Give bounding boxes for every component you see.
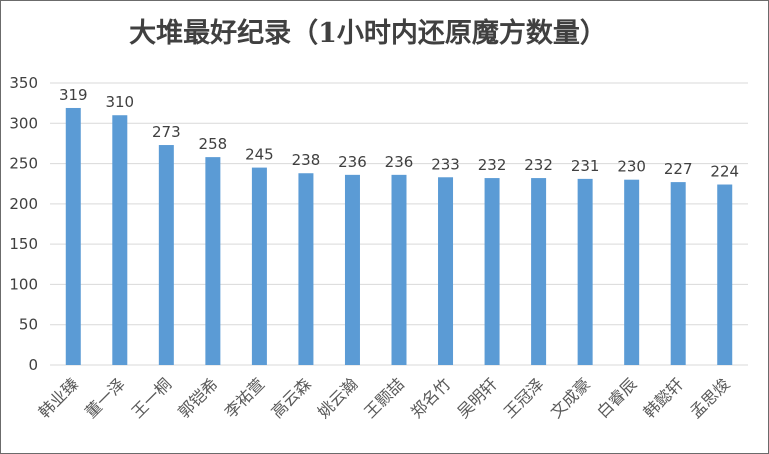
x-tick-label: 白睿辰 [593, 374, 640, 421]
x-tick-label: 王一桐 [128, 374, 175, 421]
bar [391, 174, 407, 365]
x-tick-label: 吴明轩 [454, 374, 501, 421]
y-axis-ticks: 0 50 100 150 200 250 300 350 [9, 74, 38, 374]
data-label: 319 [59, 86, 88, 104]
y-tick-label: 50 [19, 316, 38, 334]
y-tick-label: 150 [9, 235, 38, 253]
data-label: 232 [478, 156, 507, 174]
x-axis-ticks: 韩业臻 董一泽 王一桐 郭铠希 李祐萱 高云森 姚云瀚 王颢喆 郑名竹 吴明轩 王冠泽 文成豪 白睿辰韩… [35, 374, 734, 421]
data-label: 227 [664, 160, 693, 178]
bar [205, 157, 221, 365]
y-tick-label: 200 [9, 195, 38, 213]
bar [251, 167, 267, 365]
data-label: 236 [385, 153, 414, 171]
bar [577, 178, 593, 365]
bars [65, 107, 733, 365]
x-tick-label: 孟思焌 [686, 374, 733, 421]
bar [624, 179, 640, 365]
x-tick-label: 姚云瀚 [314, 374, 361, 421]
data-label: 310 [105, 93, 134, 111]
data-label: 230 [617, 158, 646, 176]
y-tick-label: 300 [9, 114, 38, 132]
x-tick-label: 王冠泽 [500, 374, 547, 421]
data-label: 224 [710, 163, 739, 181]
x-tick-label: 高云森 [267, 374, 314, 421]
data-label: 245 [245, 146, 274, 164]
x-tick-label: 李祐萱 [221, 374, 268, 421]
x-tick-label: 王颢喆 [360, 374, 407, 421]
x-tick-label: 文成豪 [547, 374, 594, 421]
bar [344, 174, 360, 365]
bar [670, 182, 686, 365]
data-label: 273 [152, 123, 181, 141]
data-label: 258 [199, 135, 228, 153]
data-label: 238 [292, 151, 321, 169]
data-label: 231 [571, 157, 600, 175]
x-tick-label: 郑名竹 [407, 374, 454, 421]
bar [65, 107, 81, 365]
y-tick-label: 0 [28, 356, 38, 374]
data-label: 233 [431, 155, 460, 173]
x-tick-label: 韩业臻 [35, 374, 82, 421]
x-tick-label: 郭铠希 [174, 374, 221, 421]
x-tick-label: 韩懿轩 [640, 374, 687, 421]
y-tick-label: 100 [9, 275, 38, 293]
bar [484, 178, 500, 365]
chart-title: 大堆最好纪录（1小时内还原魔方数量） [129, 17, 607, 49]
bar [158, 145, 174, 365]
bar [112, 115, 128, 365]
bar [298, 173, 314, 365]
y-tick-label: 250 [9, 155, 38, 173]
bar [438, 177, 454, 365]
x-tick-label: 董一泽 [81, 374, 128, 421]
bar [531, 178, 547, 365]
y-tick-label: 350 [9, 74, 38, 92]
bar [717, 184, 733, 365]
data-label: 232 [524, 156, 553, 174]
data-labels: 319 310 273 258 245 238 236 236 233 232 232 231 230 2… [59, 86, 739, 181]
data-label: 236 [338, 153, 367, 171]
